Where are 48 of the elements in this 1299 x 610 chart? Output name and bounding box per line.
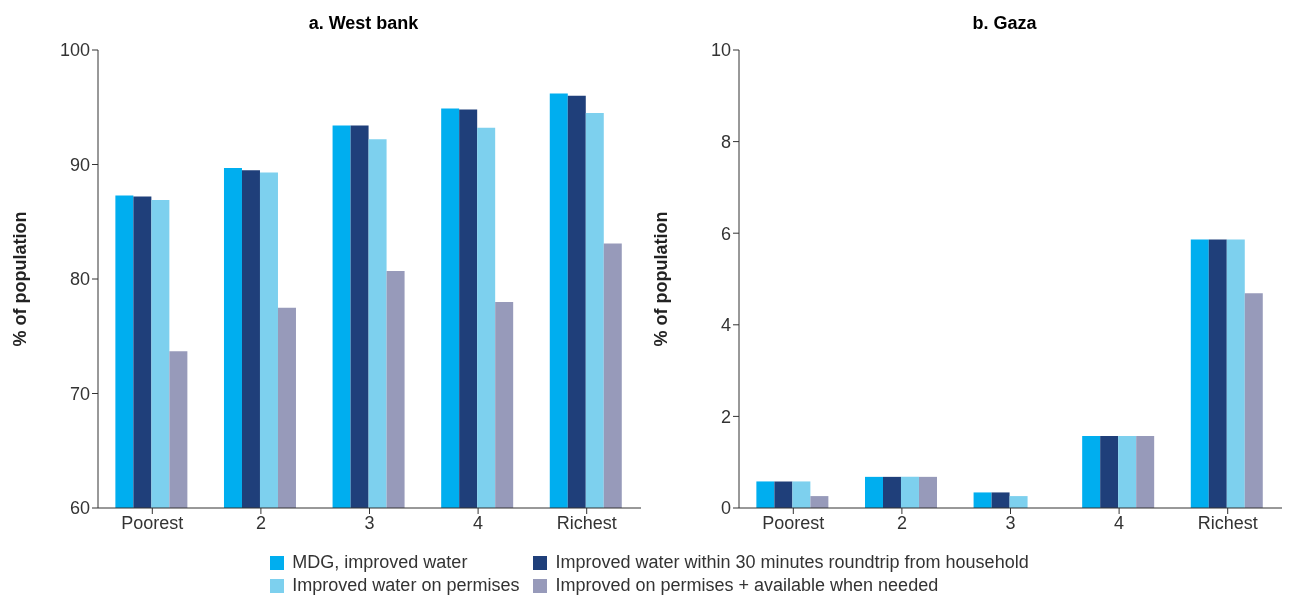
bar: [792, 481, 811, 508]
y-tick-label: 90: [69, 154, 90, 175]
y-tick-label: 8: [720, 131, 731, 152]
y-tick-label: 2: [720, 406, 731, 427]
x-tick-label: 3: [1005, 512, 1016, 533]
legend-label: Improved water within 30 minutes roundtrip from household: [555, 552, 1029, 573]
y-tick-label: 10: [710, 40, 731, 61]
x-tick-label: Poorest: [121, 512, 184, 533]
bar: [1208, 239, 1227, 508]
bar: [973, 492, 992, 508]
y-axis-title: % of population: [10, 211, 31, 347]
x-tick-label: Richest: [556, 512, 617, 533]
y-tick-label: 6: [720, 223, 731, 244]
x-tick-label: Poorest: [762, 512, 825, 533]
bar: [1244, 293, 1263, 508]
bar: [1009, 496, 1028, 508]
x-tick-label: 4: [473, 512, 484, 533]
bar: [864, 476, 883, 508]
y-tick-label: 4: [720, 315, 731, 336]
chart-title: a. West bank: [307, 12, 420, 35]
x-tick-label: 2: [896, 512, 907, 533]
bar: [1082, 436, 1101, 508]
bar: [1226, 239, 1245, 508]
legend-label: Improved water on permises: [292, 575, 520, 596]
bar: [918, 476, 937, 508]
legend-label: MDG, improved water: [292, 552, 468, 573]
x-tick-label: 2: [255, 512, 266, 533]
bar: [991, 492, 1010, 508]
y-tick-label: 70: [69, 383, 90, 404]
y-tick-label: 0: [720, 498, 731, 519]
bar: [1118, 436, 1137, 508]
chart-title: b. Gaza: [971, 12, 1038, 35]
bar: [1100, 436, 1119, 508]
bar: [1136, 436, 1155, 508]
bar: [882, 476, 901, 508]
bar: [900, 476, 919, 508]
bar: [756, 481, 775, 508]
bar: [1190, 239, 1209, 508]
x-tick-label: Richest: [1197, 512, 1258, 533]
y-axis-title: % of population: [651, 211, 672, 347]
y-tick-label: 80: [69, 269, 90, 290]
x-tick-label: 3: [364, 512, 375, 533]
bar: [810, 496, 829, 508]
bar: [774, 481, 793, 508]
y-tick-label: 100: [59, 40, 90, 61]
x-tick-label: 4: [1114, 512, 1125, 533]
legend-label: Improved on permises + available when needed: [555, 575, 939, 596]
y-tick-label: 60: [69, 498, 90, 519]
